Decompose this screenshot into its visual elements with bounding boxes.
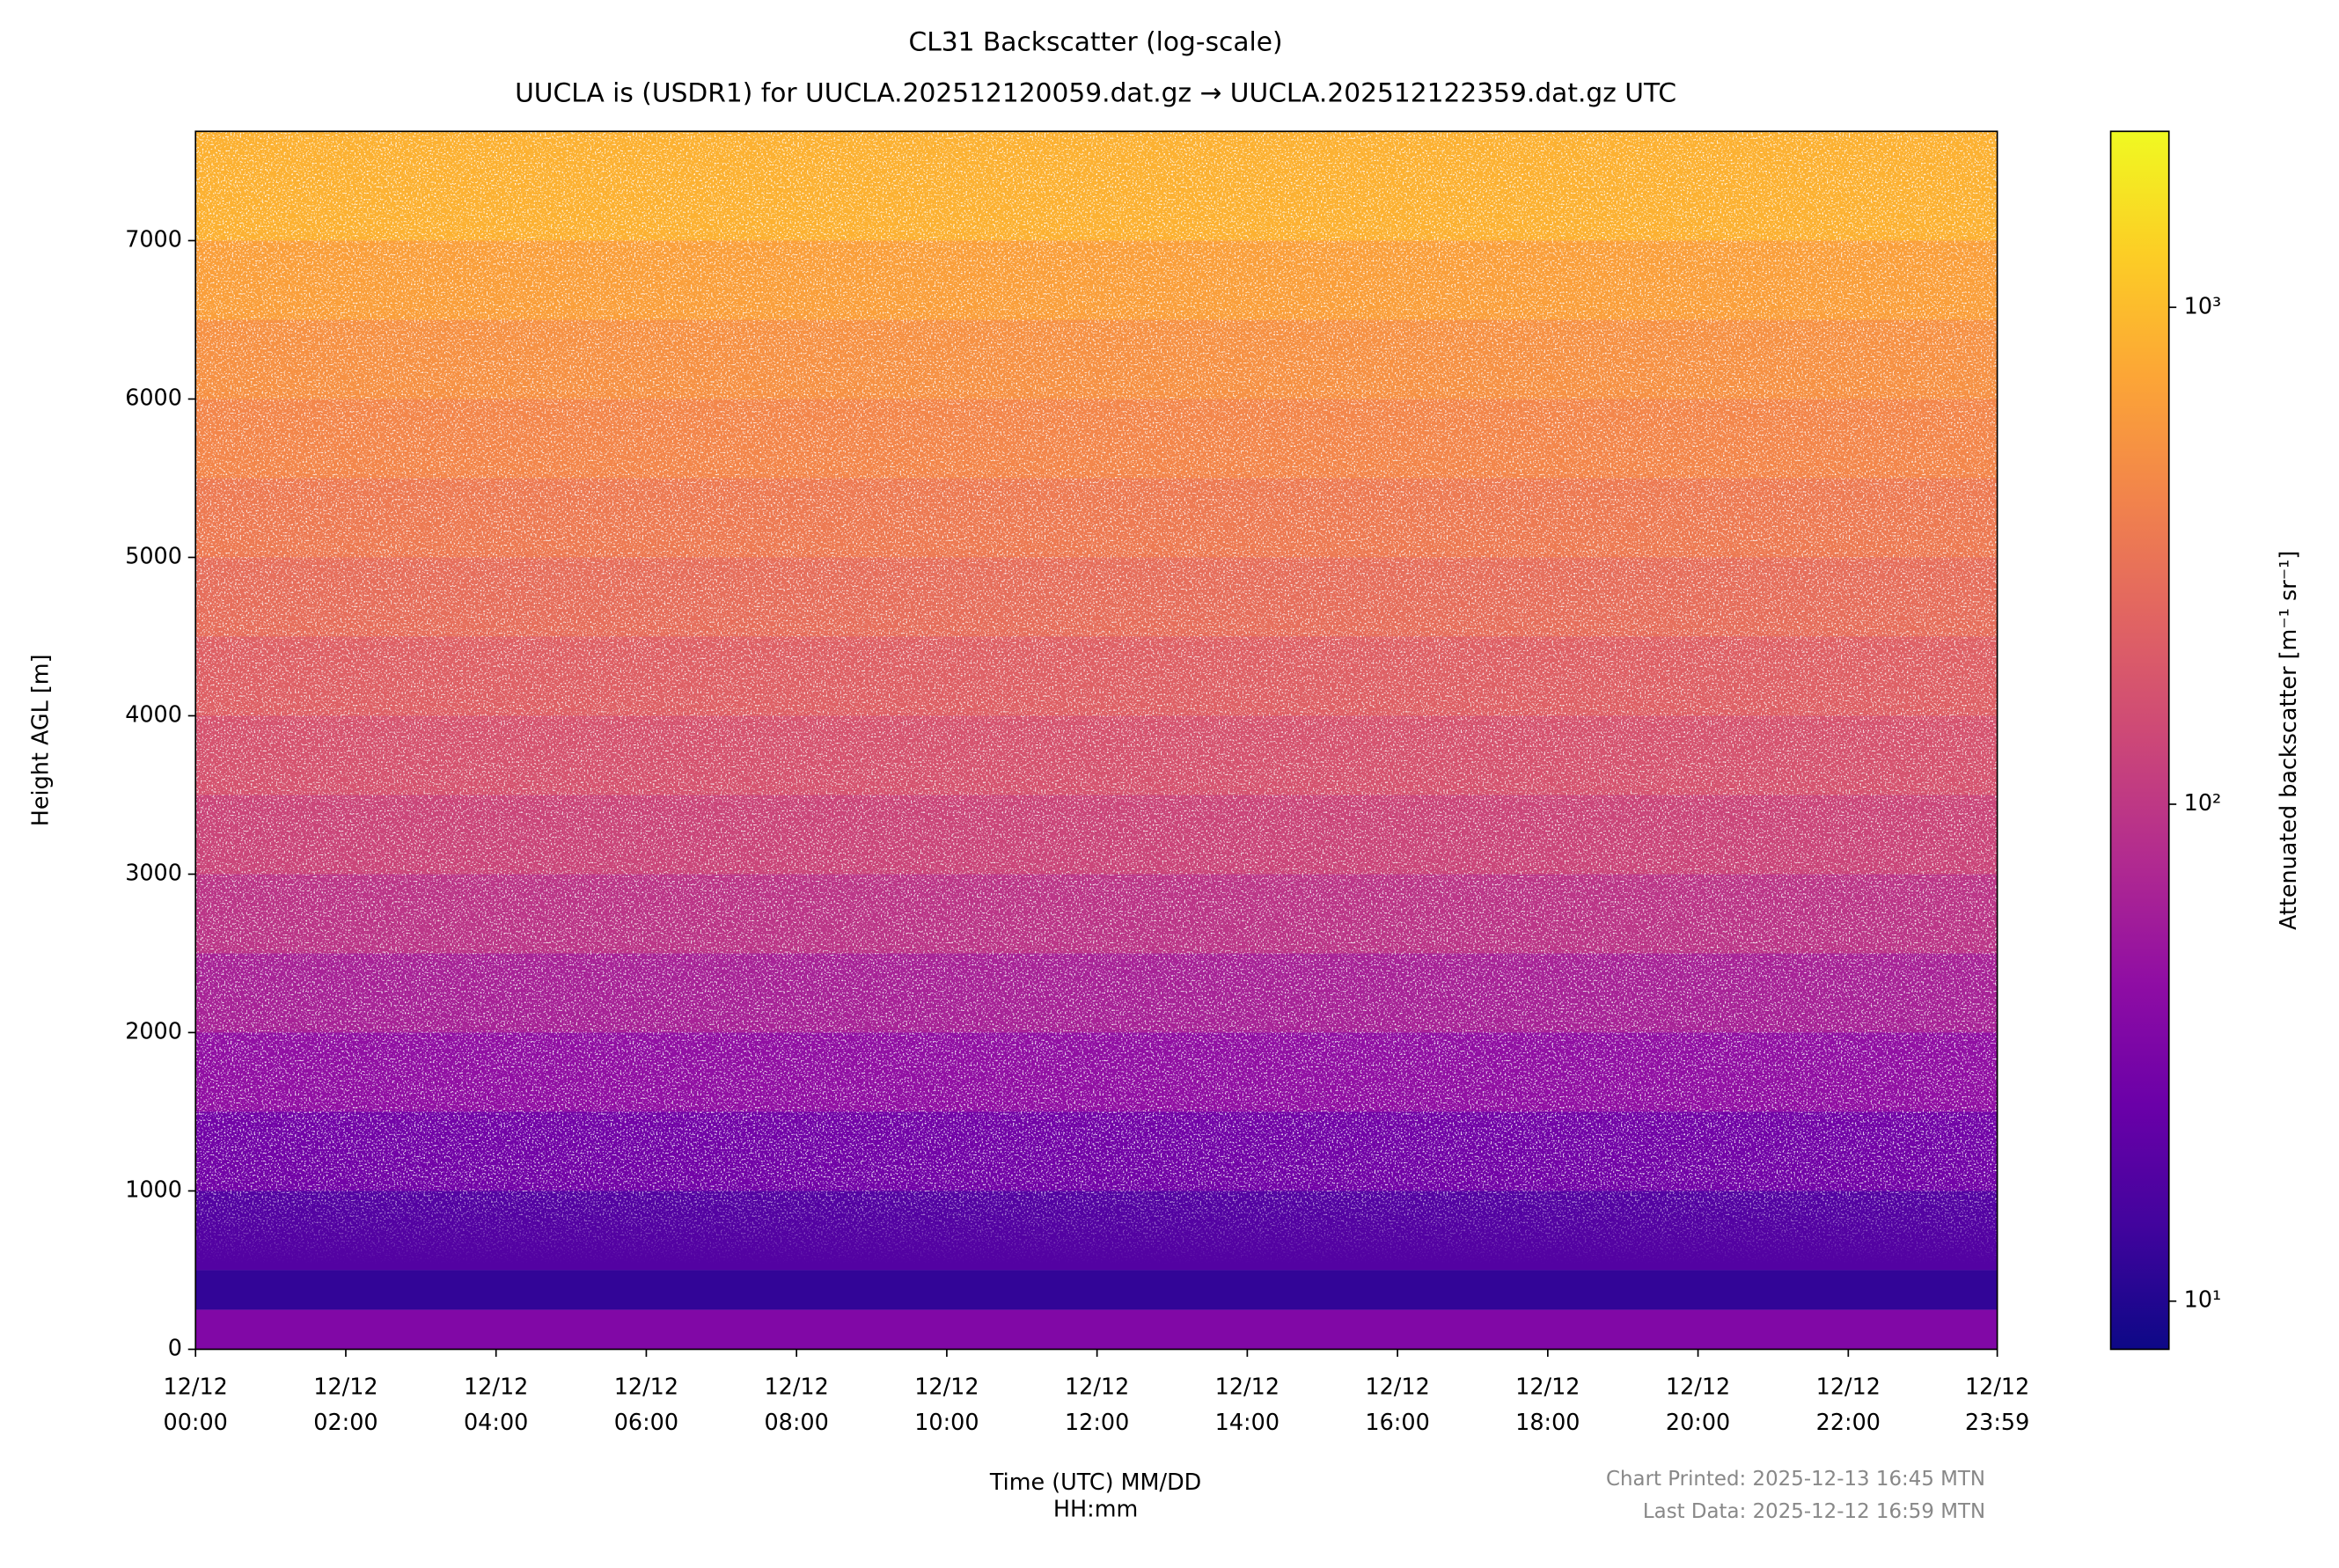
colorbar [2109,130,2170,1351]
noise-texture [195,131,1998,1350]
annotation: Last Data: 2025-12-12 16:59 MTN [1642,1499,1986,1524]
y-tick-label: 0 [168,1334,182,1360]
y-axis-label: Height AGL [m] [26,654,53,826]
x-tick-label: 12/12 12:00 [1064,1373,1130,1436]
x-tick-label: 12/12 06:00 [613,1373,679,1436]
y-tick-label: 4000 [125,700,182,727]
chart-title: CL31 Backscatter (log-scale) [909,26,1283,57]
x-tick-label: 12/12 08:00 [764,1373,829,1436]
x-tick-label: 12/12 14:00 [1214,1373,1280,1436]
y-tick-label: 7000 [125,225,182,252]
chart-subtitle: UUCLA is (USDR1) for UUCLA.202512120059.… [515,77,1676,107]
y-tick-label: 3000 [125,859,182,885]
colorbar-tick-label: 10² [2184,789,2222,816]
colorbar-tick-label: 10³ [2184,292,2222,319]
x-axis-label: Time (UTC) MM/DD HH:mm [989,1469,1202,1523]
y-tick-label: 5000 [125,542,182,568]
annotation: Chart Printed: 2025-12-13 16:45 MTN [1606,1467,1986,1491]
y-tick-label: 1000 [125,1176,182,1202]
x-tick-label: 12/12 22:00 [1815,1373,1881,1436]
y-tick-label: 6000 [125,384,182,410]
x-tick-label: 12/12 20:00 [1665,1373,1731,1436]
x-tick-label: 12/12 16:00 [1365,1373,1430,1436]
x-tick-label: 12/12 10:00 [914,1373,979,1436]
x-tick-label: 12/12 00:00 [163,1373,228,1436]
y-tick-label: 2000 [125,1017,182,1044]
colorbar-tick-label: 10¹ [2184,1286,2222,1313]
x-tick-label: 12/12 18:00 [1515,1373,1580,1436]
x-tick-label: 12/12 04:00 [463,1373,529,1436]
x-tick-label: 12/12 23:59 [1964,1373,2030,1436]
colorbar-label: Attenuated backscatter [m⁻¹ sr⁻¹] [2275,551,2301,930]
x-tick-label: 12/12 02:00 [313,1373,378,1436]
